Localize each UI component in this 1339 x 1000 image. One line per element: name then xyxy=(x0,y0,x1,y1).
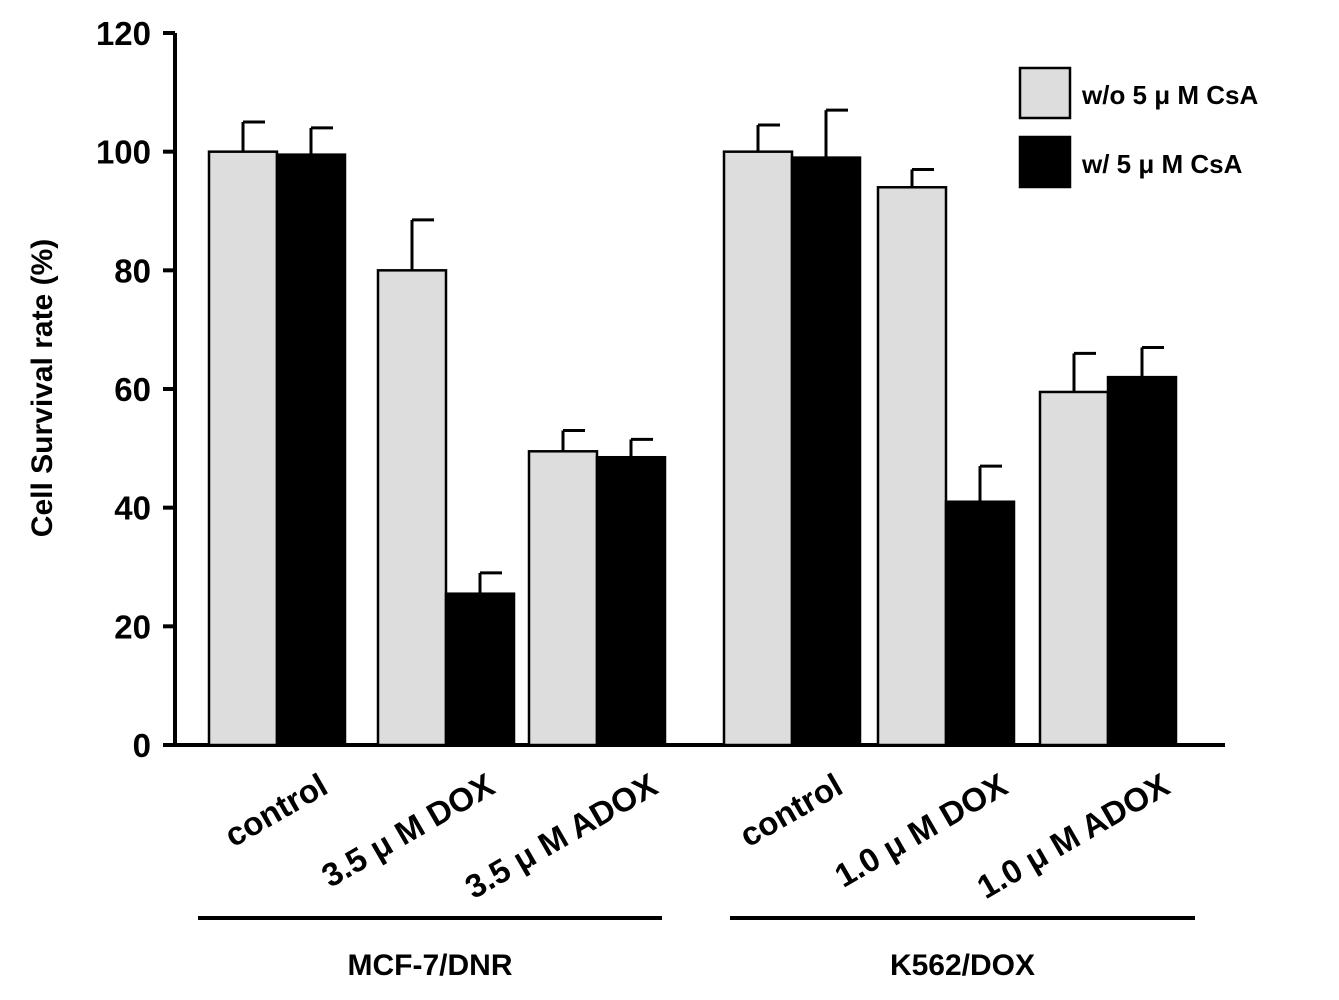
y-tick-label: 60 xyxy=(114,371,151,408)
bar-with-csa xyxy=(595,455,667,747)
legend: w/o 5 μ M CsA w/ 5 μ M CsA xyxy=(1018,66,1258,189)
legend-swatch-without-csa xyxy=(1018,66,1072,120)
x-category-label: control xyxy=(218,766,333,854)
y-tick-label: 40 xyxy=(114,490,151,527)
bar-without-csa xyxy=(527,450,599,747)
y-tick-label: 20 xyxy=(114,608,151,645)
x-category-label: control xyxy=(733,766,848,854)
bar-with-csa xyxy=(790,156,862,747)
bar-without-csa xyxy=(876,186,948,747)
group-label: K562/DOX xyxy=(890,949,1035,982)
group-label: MCF-7/DNR xyxy=(348,949,513,982)
bar-with-csa xyxy=(944,500,1016,747)
bar-with-csa xyxy=(1106,375,1178,747)
y-axis: 0 20 40 60 80 100 120 xyxy=(96,15,1225,764)
bar-without-csa xyxy=(722,150,794,747)
y-tick-label: 120 xyxy=(96,15,151,52)
bars xyxy=(207,150,1178,747)
group-labels: MCF-7/DNR K562/DOX xyxy=(198,916,1195,982)
legend-swatch-with-csa xyxy=(1018,135,1072,189)
y-tick-label: 80 xyxy=(114,252,151,289)
bar-with-csa xyxy=(444,592,516,747)
bar-without-csa xyxy=(207,150,279,747)
bar-with-csa xyxy=(275,153,347,747)
legend-label: w/ 5 μ M CsA xyxy=(1081,149,1243,179)
bar-without-csa xyxy=(376,269,448,747)
error-bars xyxy=(241,108,1164,594)
y-tick-label: 100 xyxy=(96,134,151,171)
legend-label: w/o 5 μ M CsA xyxy=(1081,80,1258,110)
y-axis-label: Cell Survival rate (%) xyxy=(26,239,59,537)
y-tick-label: 0 xyxy=(133,727,151,764)
bar-without-csa xyxy=(1038,390,1110,747)
